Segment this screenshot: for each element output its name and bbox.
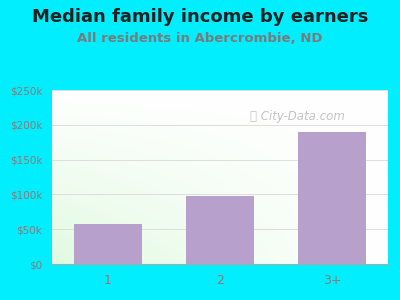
- Bar: [74, 224, 142, 264]
- Text: Median family income by earners: Median family income by earners: [32, 8, 368, 26]
- Text: All residents in Abercrombie, ND: All residents in Abercrombie, ND: [77, 32, 323, 44]
- Text: ⓘ City-Data.com: ⓘ City-Data.com: [250, 110, 345, 123]
- Bar: [298, 132, 366, 264]
- Bar: [186, 196, 254, 264]
